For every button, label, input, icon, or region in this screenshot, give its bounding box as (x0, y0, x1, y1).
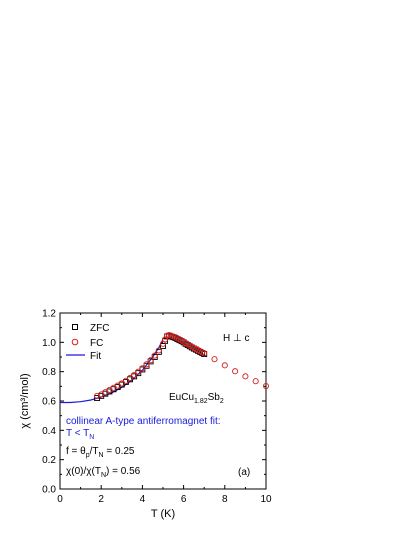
x-tick-label: 2 (98, 494, 104, 505)
y-tick-label: 0.8 (42, 367, 56, 378)
fc-point (155, 347, 162, 354)
compound-label: EuCu1.82Sb2 (169, 392, 224, 405)
legend-zfc-label: ZFC (90, 323, 109, 334)
y-tick-label: 0.2 (42, 455, 56, 466)
fit-curve (60, 339, 164, 404)
axis-tick-labels: 0 2 4 6 8 10 0.0 0.2 0.4 0.6 0.8 1.0 1.2 (42, 309, 272, 506)
fc-point (135, 368, 142, 375)
x-tick-label: 6 (181, 494, 187, 505)
fit-description: collinear A-type antiferromagnet fit: (66, 416, 221, 427)
legend-fc-label: FC (90, 338, 103, 349)
x-tick-label: 8 (222, 494, 228, 505)
x-tick-label: 10 (260, 494, 272, 505)
fc-point (252, 378, 259, 385)
y-tick-label: 1.2 (42, 309, 56, 320)
frustration-parameter: f = θp/TN = 0.25 (66, 446, 135, 459)
chi-ratio: χ(0)/χ(TN) = 0.56 (66, 466, 141, 479)
fc-point (94, 392, 101, 399)
fc-point (122, 377, 129, 384)
y-tick-label: 0.4 (42, 426, 56, 437)
fc-point (211, 356, 218, 363)
axis-ticks (59, 312, 267, 490)
fc-point (151, 352, 158, 359)
x-axis-title: T (K) (151, 508, 175, 520)
fc-point (131, 371, 138, 379)
x-tick-label: 4 (140, 494, 146, 505)
fc-point (139, 365, 146, 372)
fc-point (201, 350, 208, 357)
fit-layer (60, 339, 164, 404)
x-tick-label: 0 (57, 494, 63, 505)
fc-point (232, 368, 239, 375)
y-axis-title: χ (cm³/mol) (19, 373, 31, 428)
fc-series (94, 331, 270, 399)
fc-point (126, 374, 134, 382)
fc-point (147, 357, 154, 364)
y-tick-label: 0.6 (42, 397, 56, 408)
y-tick-label: 1.0 (42, 338, 56, 349)
field-direction-label: H ⊥ c (223, 333, 250, 344)
legend: ZFC FC Fit (66, 323, 109, 362)
legend-zfc-marker (72, 324, 78, 330)
fc-point (262, 382, 270, 390)
fc-point (221, 362, 228, 369)
fc-point (242, 373, 249, 380)
legend-fit-label: Fit (90, 351, 101, 362)
y-tick-label: 0.0 (42, 485, 56, 496)
panel-label: (a) (238, 467, 250, 478)
fit-condition: T < TN (66, 428, 94, 441)
fc-point (143, 361, 150, 368)
legend-fc-marker (71, 338, 79, 346)
